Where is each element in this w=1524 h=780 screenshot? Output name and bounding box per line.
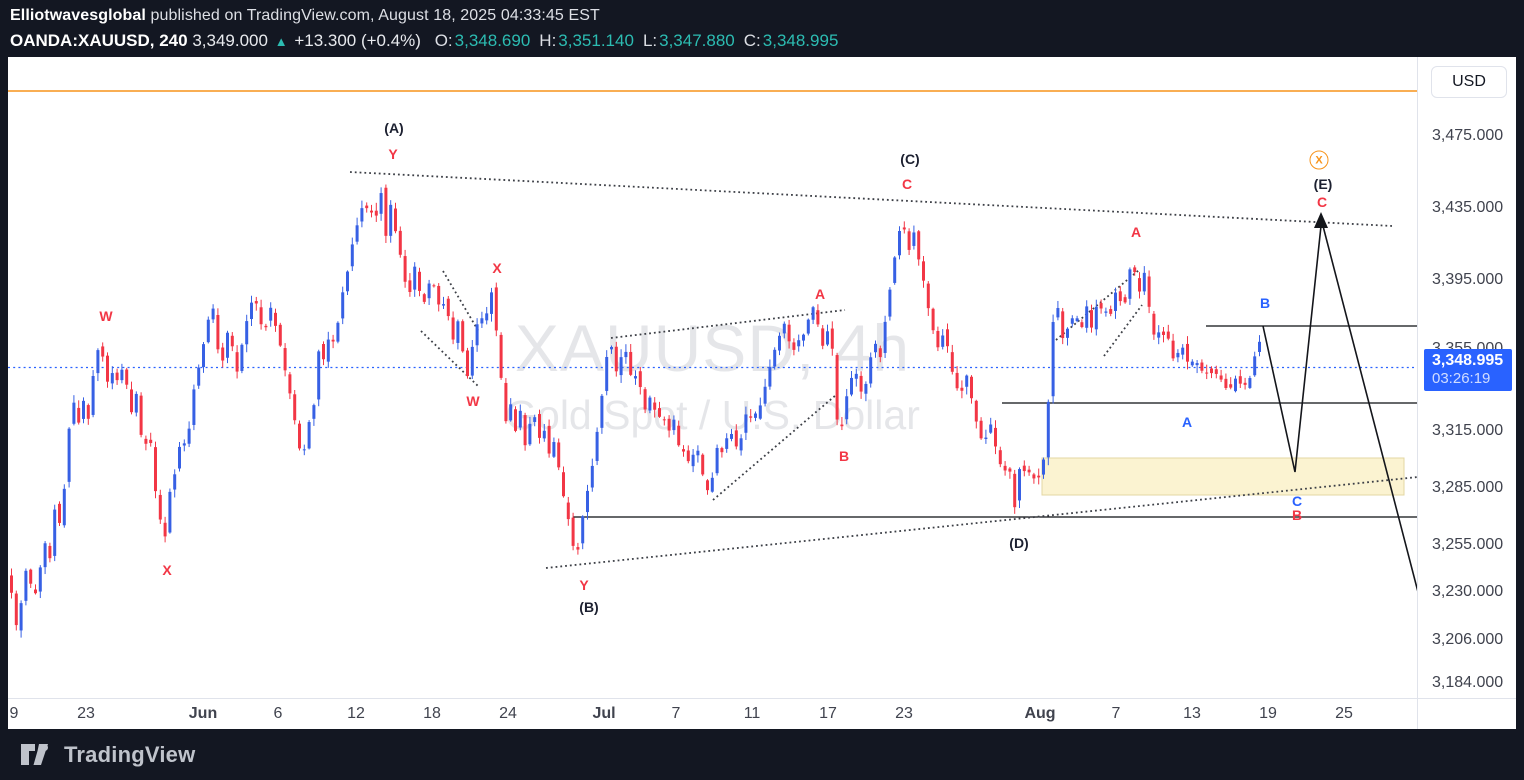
projection-tail	[1322, 225, 1417, 592]
ohlc-value: 3,348.995	[762, 31, 839, 50]
time-tick: 6	[273, 705, 283, 722]
arrow-up-icon	[1314, 212, 1328, 228]
target-zone	[1041, 457, 1405, 496]
dotted-trendline	[1055, 269, 1140, 341]
symbol-title: OANDA:XAUUSD, 240	[10, 31, 188, 50]
time-tick: Aug	[1024, 705, 1056, 722]
tradingview-logo-icon[interactable]	[20, 743, 54, 767]
time-tick: 7	[671, 705, 681, 722]
currency-toggle-button[interactable]: USD	[1431, 66, 1507, 98]
ohlc-label: L:	[642, 31, 658, 50]
time-tick: 25	[1335, 705, 1353, 722]
ohlc-label: H:	[539, 31, 557, 50]
ohlc-label: C:	[743, 31, 761, 50]
dotted-trendline	[610, 309, 846, 339]
time-tick: 9	[9, 705, 19, 722]
price-tick: 3,475.000	[1432, 127, 1504, 144]
time-tick: 23	[77, 705, 95, 722]
byline: Elliotwavesglobal published on TradingVi…	[10, 6, 838, 26]
badge-countdown: 03:26:19	[1432, 370, 1491, 387]
time-tick: Jul	[592, 705, 616, 722]
wave-label: (C)	[900, 151, 920, 167]
badge-price: 3,348.995	[1432, 352, 1504, 369]
wave-label: (D)	[1009, 535, 1029, 551]
dotted-trendline	[349, 171, 1393, 227]
circled-x-marker: X	[1309, 150, 1329, 170]
time-tick: 24	[499, 705, 517, 722]
wave-label: Y	[388, 146, 398, 162]
wave-label: C	[901, 176, 913, 192]
wave-label: X	[162, 562, 172, 578]
ohlc-value: 3,347.880	[659, 31, 735, 50]
wave-label: A	[1181, 414, 1193, 430]
price-tick: 3,395.000	[1432, 271, 1504, 288]
last-price-badge[interactable]: 3,348.995 03:26:19	[1424, 349, 1512, 391]
time-axis[interactable]: 9 23 Jun 6 12 18 24 Jul 7 11 17 23 Aug 7 13 19 25	[8, 698, 1516, 730]
byline-text: published on TradingView.com, August 18,…	[145, 7, 600, 24]
wave-label: B	[1291, 507, 1303, 523]
wave-label: (B)	[579, 599, 599, 615]
chart-header: Elliotwavesglobal published on TradingVi…	[10, 6, 838, 53]
wave-label: W	[99, 308, 113, 324]
axis-corner-divider	[1417, 699, 1418, 730]
up-triangle-icon: ▲	[274, 34, 288, 49]
dotted-trendline	[1103, 304, 1143, 357]
footer-bar: TradingView	[0, 729, 1524, 780]
ohlc-readout: O: 3,348.690 H: 3,351.140 L: 3,347.880 C: 3,348…	[426, 31, 839, 50]
wave-label: B	[838, 448, 850, 464]
time-tick: 17	[819, 705, 837, 722]
time-tick: Jun	[188, 705, 218, 722]
time-tick: 7	[1111, 705, 1121, 722]
wave-label: A	[1130, 224, 1142, 240]
wave-label: C	[1316, 194, 1328, 210]
candlestick-canvas	[8, 90, 1417, 638]
ohlc-label: O:	[434, 31, 453, 50]
dotted-trendline	[712, 394, 837, 501]
chart-plot-area[interactable]: XAUUSD, 4h Gold Spot / U.S. Dollar (A) Y W…	[8, 57, 1417, 698]
price-change: +13.300 (+0.4%)	[294, 31, 421, 50]
wave-label: W	[466, 393, 480, 409]
price-axis[interactable]: USD 3,475.0003,435.0003,395.0003,355.000…	[1417, 57, 1516, 698]
price-tick: 3,435.000	[1432, 199, 1504, 216]
time-tick: 13	[1183, 705, 1201, 722]
dotted-trendline	[545, 476, 1417, 569]
price-tick: 3,285.000	[1432, 479, 1504, 496]
tradingview-brand-text[interactable]: TradingView	[64, 741, 196, 767]
price-tick: 3,206.000	[1432, 631, 1504, 648]
price-tick: 3,255.000	[1432, 536, 1504, 553]
dotted-trendline	[442, 270, 480, 333]
projection-path	[1262, 225, 1322, 473]
ohlc-value: 3,348.690	[454, 31, 531, 50]
wave-label: (E)	[1313, 176, 1333, 192]
wave-label: B	[1259, 295, 1271, 311]
time-tick: 11	[743, 705, 761, 722]
symbol-row: OANDA:XAUUSD, 240 3,349.000 ▲ +13.300 (+…	[10, 30, 838, 53]
wave-label: A	[814, 286, 826, 302]
wave-label: (A)	[384, 120, 404, 136]
wave-label: X	[492, 260, 502, 276]
price-tick: 3,315.000	[1432, 422, 1504, 439]
ohlc-value: 3,351.140	[558, 31, 634, 50]
price-tick: 3,230.000	[1432, 583, 1504, 600]
wave-label: Y	[579, 577, 589, 593]
wave-label: C	[1291, 493, 1303, 509]
time-tick: 19	[1259, 705, 1277, 722]
last-price: 3,349.000	[192, 31, 268, 50]
dotted-trendline	[420, 330, 479, 387]
author-name: Elliotwavesglobal	[10, 7, 146, 24]
time-tick: 23	[895, 705, 913, 722]
candles-group	[10, 184, 1261, 638]
time-tick: 12	[347, 705, 365, 722]
price-tick: 3,184.000	[1432, 674, 1504, 691]
time-tick: 18	[423, 705, 441, 722]
